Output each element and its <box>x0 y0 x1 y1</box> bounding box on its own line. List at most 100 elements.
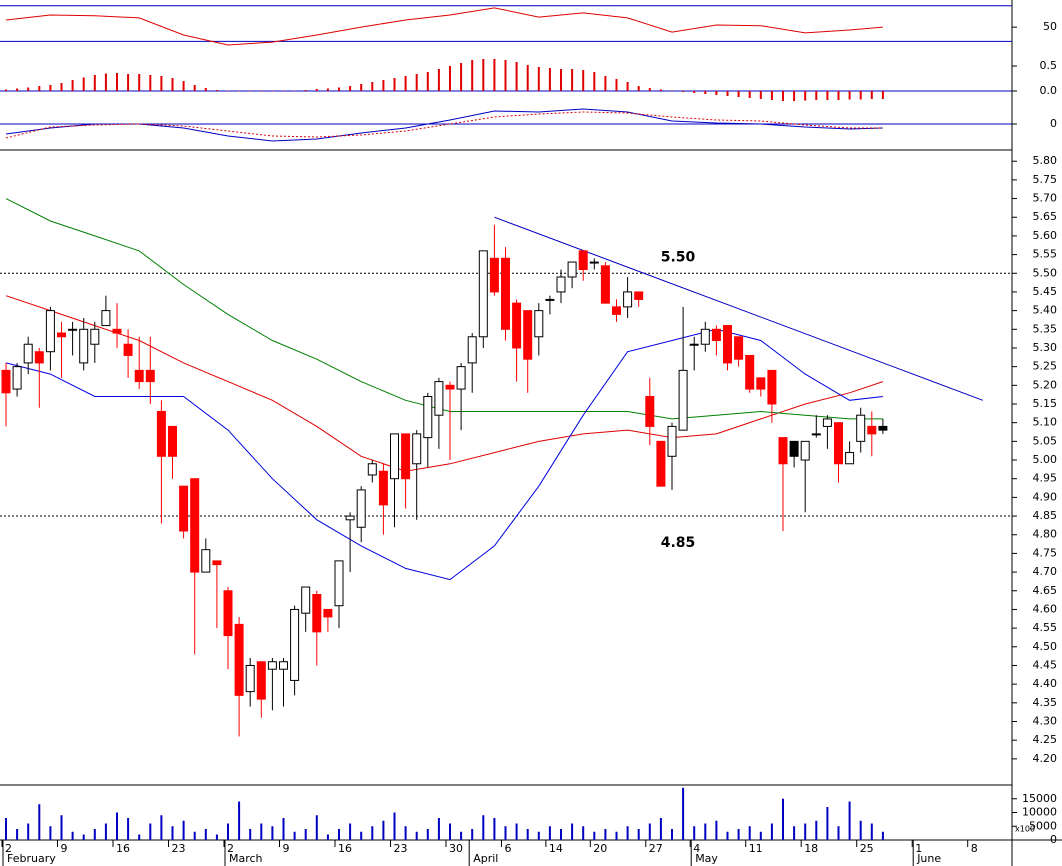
bar <box>449 66 451 91</box>
candle-body <box>145 369 155 383</box>
bar <box>571 823 574 840</box>
bar <box>648 88 651 91</box>
y-tick-label: 4.20 <box>1033 752 1058 765</box>
candle-body <box>800 440 810 461</box>
bar <box>637 829 640 840</box>
bar <box>626 82 629 91</box>
candle-body <box>811 433 821 436</box>
candle-body <box>834 422 843 465</box>
candle-body <box>467 336 477 364</box>
bar <box>770 91 773 100</box>
bar <box>271 91 274 92</box>
bar <box>870 91 873 99</box>
bar <box>815 91 818 100</box>
bar <box>71 831 74 840</box>
bar <box>249 829 252 840</box>
bar <box>726 91 729 96</box>
bar <box>82 77 85 91</box>
bar <box>404 826 407 840</box>
x-tick-label: 1 <box>915 842 922 855</box>
bar <box>526 65 529 91</box>
candle-body <box>545 298 555 301</box>
bar <box>382 80 385 91</box>
bar <box>315 815 318 840</box>
candle-body <box>445 384 455 390</box>
bar <box>260 91 263 92</box>
x-tick-label: 27 <box>649 842 663 855</box>
y-tick-label: 5.45 <box>1033 285 1058 298</box>
x-tick-label: 23 <box>172 842 186 855</box>
bar <box>826 91 829 100</box>
y-tick-label: 4.40 <box>1033 677 1058 690</box>
candle-body <box>700 328 710 345</box>
y-tick-label: 4.55 <box>1033 621 1058 634</box>
bar <box>826 807 829 840</box>
bar <box>437 818 440 840</box>
candle-body <box>234 623 244 696</box>
bar <box>282 90 285 91</box>
bar <box>204 88 207 91</box>
candle-body <box>523 310 533 360</box>
candle-body <box>745 354 755 390</box>
bar <box>837 826 840 840</box>
candle-body <box>223 590 233 637</box>
unit-label: x100 <box>1015 825 1035 834</box>
bar <box>537 831 540 840</box>
candle-body <box>667 425 677 457</box>
candle-body <box>68 328 78 331</box>
candle-body <box>556 276 566 293</box>
bar <box>93 75 96 91</box>
candle-body <box>123 343 133 356</box>
y-tick-label: 4.80 <box>1033 528 1058 541</box>
y-tick-label: 5.40 <box>1033 304 1058 317</box>
bar <box>5 818 7 840</box>
bar <box>793 91 796 101</box>
indicator-line <box>5 108 883 142</box>
x-tick-label: 9 <box>283 842 290 855</box>
bar <box>482 59 485 91</box>
bar <box>804 823 807 840</box>
candle-body <box>567 261 577 278</box>
bar <box>182 820 185 840</box>
candle-body <box>90 328 100 345</box>
bar <box>104 73 107 91</box>
y-tick-label: 0 <box>1050 117 1057 130</box>
bar <box>659 818 662 840</box>
y-tick-label: 5.35 <box>1033 322 1058 335</box>
bar <box>537 67 540 91</box>
candle-body <box>767 369 777 405</box>
candle-body <box>45 310 55 353</box>
bar <box>548 826 551 840</box>
bar <box>60 83 63 91</box>
bar <box>138 834 141 840</box>
candle-body <box>367 463 377 476</box>
bar <box>71 80 74 91</box>
bar <box>282 818 285 840</box>
bar <box>60 815 63 840</box>
y-tick-label: 4.35 <box>1033 696 1058 709</box>
bar <box>748 91 751 98</box>
bar <box>782 91 784 101</box>
bar <box>881 91 884 99</box>
bar <box>238 801 241 840</box>
bar <box>326 834 329 840</box>
candle-body <box>12 366 22 390</box>
level-label: 4.85 <box>661 535 696 551</box>
bar <box>393 78 396 91</box>
bar <box>138 74 141 91</box>
bar <box>49 85 52 91</box>
bar <box>715 820 718 840</box>
candle-body <box>57 332 66 338</box>
bar <box>682 91 685 92</box>
bar <box>116 73 118 91</box>
y-tick-label: 4.30 <box>1033 715 1058 728</box>
candle-body <box>345 515 355 521</box>
candle-body <box>312 594 322 633</box>
bar <box>171 78 174 91</box>
candle-body <box>1 369 11 394</box>
bar <box>493 59 496 91</box>
x-tick-label: 23 <box>394 842 408 855</box>
bar <box>127 74 130 91</box>
candle-body <box>734 336 744 360</box>
